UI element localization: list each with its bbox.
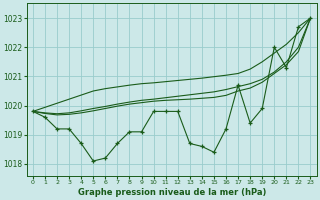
X-axis label: Graphe pression niveau de la mer (hPa): Graphe pression niveau de la mer (hPa) — [77, 188, 266, 197]
